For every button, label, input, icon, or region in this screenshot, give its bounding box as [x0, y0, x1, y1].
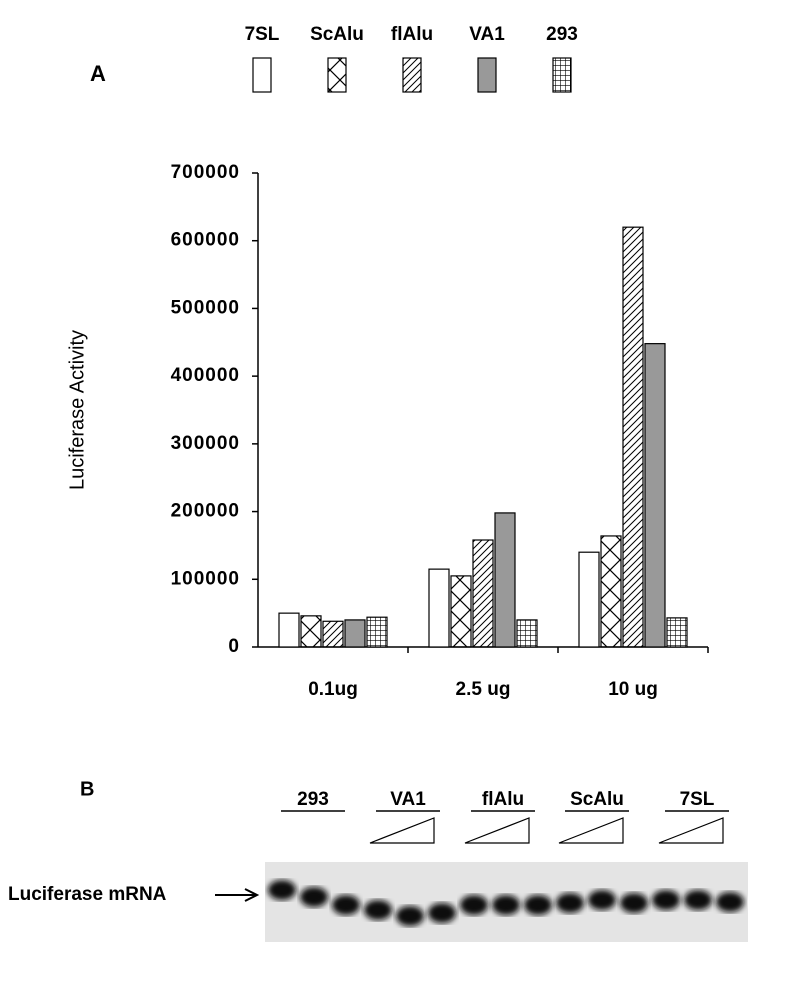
- gel-band: [332, 895, 360, 915]
- legend-label: 7SL: [245, 24, 280, 45]
- y-tick-label: 500000: [171, 297, 240, 318]
- gel-band: [524, 895, 552, 915]
- y-axis-label: Luciferase Activity: [66, 330, 88, 490]
- gel-band: [492, 895, 520, 915]
- dose-triangle: [369, 817, 435, 844]
- gel-panel: B Luciferase mRNA 293 VA1 flAlu ScAlu 7SL: [8, 778, 748, 942]
- legend-swatch: [327, 57, 347, 93]
- bar: [494, 512, 516, 648]
- legend-label: flAlu: [391, 24, 433, 45]
- bar: [622, 226, 644, 648]
- y-tick-label: 600000: [171, 230, 240, 251]
- bar: [600, 535, 622, 648]
- legend-label: VA1: [469, 24, 505, 45]
- legend-swatch: [252, 57, 272, 93]
- gel-band: [268, 880, 296, 900]
- panel-label: A: [90, 61, 106, 86]
- gel-band: [364, 900, 392, 920]
- gel-band: [620, 893, 648, 913]
- y-tick-label: 300000: [171, 433, 240, 454]
- lane-label: VA1: [390, 789, 426, 810]
- gel-band: [716, 892, 744, 912]
- bar: [666, 617, 688, 648]
- y-tick-label: 0: [228, 636, 240, 657]
- x-tick-label: 2.5 ug: [456, 679, 511, 700]
- gel-band: [684, 890, 712, 910]
- legend-swatch: [477, 57, 497, 93]
- bar: [366, 616, 388, 648]
- x-tick-label: 10 ug: [608, 679, 658, 700]
- y-tick-label: 700000: [171, 162, 240, 183]
- bar: [344, 619, 366, 648]
- bar: [516, 619, 538, 648]
- legend-swatch: [402, 57, 422, 93]
- gel-band: [460, 895, 488, 915]
- dose-triangle: [658, 817, 724, 844]
- bar: [278, 612, 300, 648]
- dose-triangle: [558, 817, 624, 844]
- lane-label: flAlu: [482, 789, 524, 810]
- band-label: Luciferase mRNA: [8, 884, 167, 905]
- gel-band: [300, 887, 328, 907]
- bar: [450, 575, 472, 648]
- legend-swatch: [552, 57, 572, 93]
- gel-band: [652, 890, 680, 910]
- gel-band: [428, 903, 456, 923]
- legend-label: ScAlu: [310, 24, 364, 45]
- bar: [644, 343, 666, 648]
- gel-band: [396, 906, 424, 926]
- x-tick-label: 0.1ug: [308, 679, 358, 700]
- bar: [322, 620, 344, 648]
- bar: [578, 551, 600, 648]
- bar: [472, 539, 494, 648]
- legend-label: 293: [546, 24, 578, 45]
- lane-label: 293: [297, 789, 329, 810]
- dose-triangle: [464, 817, 530, 844]
- bar: [300, 615, 322, 648]
- gel-band: [556, 893, 584, 913]
- y-tick-label: 100000: [171, 568, 240, 589]
- bar: [428, 568, 450, 648]
- y-tick-label: 200000: [171, 501, 240, 522]
- lane-label: 7SL: [680, 789, 715, 810]
- lane-label: ScAlu: [570, 789, 624, 810]
- arrow: [215, 888, 260, 902]
- panel-label: B: [80, 778, 94, 800]
- gel-band: [588, 890, 616, 910]
- y-tick-label: 400000: [171, 365, 240, 386]
